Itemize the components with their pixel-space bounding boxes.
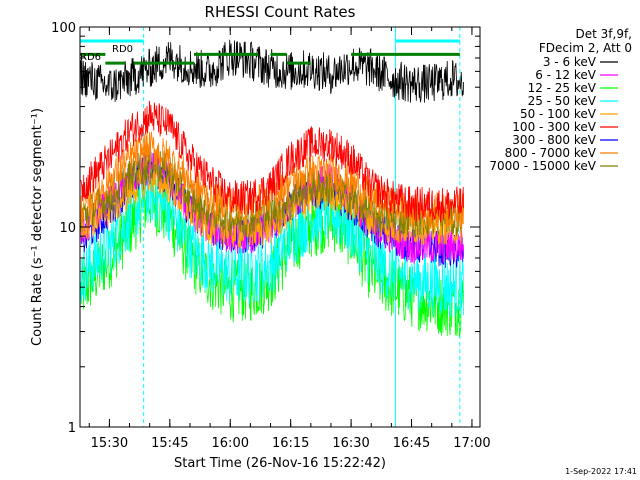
legend-header-line2: FDecim 2, Att 0 — [539, 41, 632, 55]
legend-label-5: 100 - 300 keV — [512, 120, 596, 134]
x-tick-label-4: 16:30 — [332, 436, 369, 451]
series-group — [80, 39, 464, 338]
series-line-0 — [80, 39, 464, 103]
legend-header-line1: Det 3f,9f, — [576, 27, 633, 41]
footer-date: 1-Sep-2022 17:41 — [565, 467, 637, 476]
decimation-bars — [80, 39, 460, 65]
legend-label-4: 50 - 100 keV — [520, 107, 597, 121]
legend-label-1: 6 - 12 keV — [535, 68, 597, 82]
x-axis: 15:30 15:45 16:00 16:15 16:30 16:45 17:00 — [88, 27, 491, 451]
y-tick-label-0: 1 — [68, 421, 76, 436]
y-axis: 1 10 100 — [51, 21, 480, 436]
legend-label-6: 300 - 800 keV — [512, 133, 596, 147]
legend-label-3: 25 - 50 keV — [528, 94, 597, 108]
x-tick-label-6: 17:00 — [453, 436, 490, 451]
legend-label-7: 800 - 7000 keV — [505, 146, 597, 160]
annotation-rd6: RD6 — [80, 52, 101, 63]
x-tick-label-3: 16:15 — [272, 436, 309, 451]
y-tick-label-2: 100 — [51, 21, 76, 36]
legend-label-0: 3 - 6 keV — [543, 55, 597, 69]
x-tick-label-2: 16:00 — [212, 436, 249, 451]
x-tick-label-0: 15:30 — [91, 436, 128, 451]
x-axis-label: Start Time (26-Nov-16 15:22:42) — [174, 456, 386, 471]
series-line-5 — [80, 100, 464, 223]
annotation-rd0: RD0 — [112, 44, 133, 55]
x-tick-label-5: 16:45 — [393, 436, 430, 451]
legend-label-8: 7000 - 15000 keV — [489, 159, 596, 173]
x-tick-label-1: 15:45 — [151, 436, 188, 451]
chart-title: RHESSI Count Rates — [205, 3, 356, 21]
y-axis-label: Count Rate (s⁻¹ detector segment⁻¹) — [30, 108, 45, 346]
y-tick-label-1: 10 — [59, 221, 76, 236]
legend-label-2: 12 - 25 keV — [528, 81, 597, 95]
